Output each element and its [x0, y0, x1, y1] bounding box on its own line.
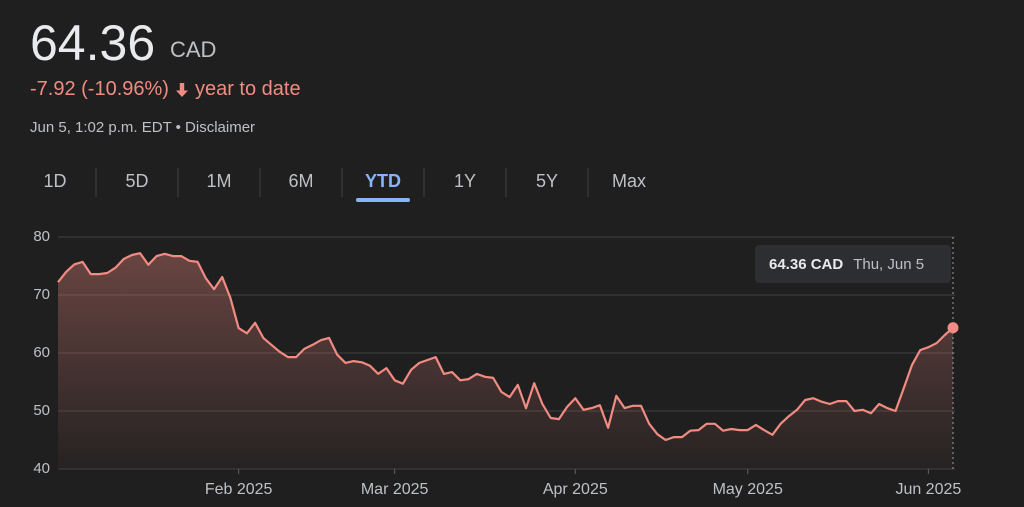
range-tab[interactable]: 1M [206, 171, 232, 191]
currency: CAD [170, 37, 217, 62]
range-tab[interactable]: 5D [125, 171, 149, 191]
range-tab[interactable]: 5Y [535, 171, 559, 191]
change-period: year to date [194, 78, 301, 100]
tab-underline [356, 198, 410, 202]
range-tab[interactable]: 1D [43, 171, 67, 191]
x-tick-label: May 2025 [713, 481, 783, 498]
y-tick-label: 60 [33, 344, 50, 361]
x-tick-label: Mar 2025 [361, 481, 429, 498]
price-line [57, 252, 954, 442]
timestamp: Jun 5, 1:02 p.m. EDT • Disclaimer [30, 119, 256, 136]
area-fill [58, 253, 953, 469]
tooltip: 64.36 CAD Thu, Jun 5 [755, 245, 951, 283]
y-tick-label: 80 [33, 228, 50, 245]
change: -7.92 (-10.96%) [30, 78, 169, 100]
tooltip-value: 64.36 CAD [769, 255, 844, 273]
y-tick-label: 50 [33, 402, 50, 419]
range-tab[interactable]: Max [611, 171, 646, 191]
x-tick-label: Apr 2025 [543, 481, 608, 498]
down-arrow [175, 82, 188, 97]
y-tick-label: 40 [33, 460, 50, 477]
current-point [947, 322, 959, 334]
range-tab[interactable]: 1Y [453, 171, 477, 191]
range-tab[interactable]: 6M [288, 171, 314, 191]
y-tick-label: 70 [33, 286, 50, 303]
x-tick-label: Feb 2025 [205, 481, 273, 498]
x-tick-label: Jun 2025 [895, 481, 961, 498]
change-line: -7.92 (-10.96%) year to date [30, 78, 301, 101]
tooltip-date: Thu, Jun 5 [853, 255, 925, 273]
range-tab[interactable]: YTD [365, 171, 401, 191]
price: 64.36 [30, 15, 156, 71]
